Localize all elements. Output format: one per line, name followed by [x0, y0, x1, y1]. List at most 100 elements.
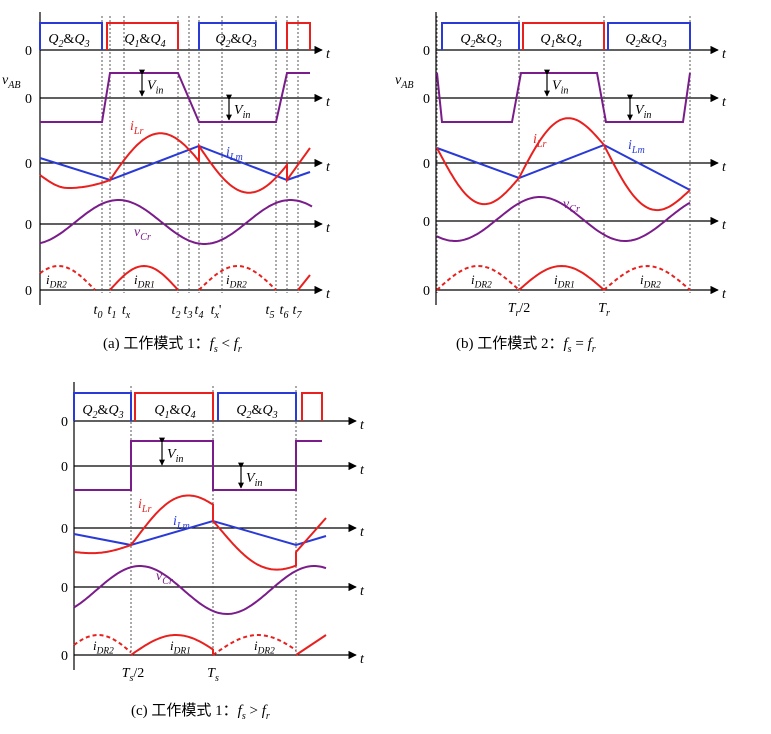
zero-label: 0	[25, 218, 32, 233]
gate-label-1: Q1&Q4	[154, 403, 195, 421]
t-label: t	[326, 221, 331, 236]
idr2-waveform-2	[212, 634, 297, 656]
panel-caption: (b) 工作模式 2：fs = fr	[456, 335, 596, 355]
zero-label: 0	[25, 284, 32, 299]
zero-label: 0	[61, 415, 68, 430]
time-label-3: t2	[172, 303, 181, 321]
time-label-1: Tr	[598, 301, 610, 319]
zero-label: 0	[423, 215, 430, 230]
panel-caption: (a) 工作模式 1：fs < fr	[103, 335, 242, 355]
zero-label: 0	[61, 581, 68, 596]
t-label: t	[360, 525, 365, 540]
t-label: t	[360, 463, 365, 478]
gate-pulse-2	[198, 22, 277, 50]
zero-label: 0	[61, 460, 68, 475]
ilr-label: iLr	[130, 119, 143, 137]
t-label: t	[360, 652, 365, 667]
zero-label: 0	[25, 92, 32, 107]
t-label: t	[326, 95, 331, 110]
idr1-waveform-1	[130, 634, 214, 656]
gate-label-1: Q1&Q4	[124, 32, 165, 50]
vcr-waveform	[436, 196, 691, 242]
vin-label-0: Vin	[552, 79, 568, 97]
idr1-label-1: iDR1	[554, 272, 575, 291]
ilr-label: iLr	[533, 132, 546, 150]
idr2-label-2: iDR2	[226, 272, 247, 291]
gate-pulse-1	[134, 392, 214, 421]
ilm-waveform	[436, 143, 691, 191]
ilr-waveform	[436, 117, 691, 212]
time-label-0: Tr/2	[508, 301, 531, 319]
idr1-waveform-3	[295, 634, 327, 656]
zero-label: 0	[423, 284, 430, 299]
gate-pulse-3	[286, 22, 311, 50]
time-label-2: tx	[122, 303, 131, 321]
gate-pulse-0	[441, 22, 520, 50]
ilm-label: iLm	[226, 145, 243, 163]
vcr-label: vCr	[563, 197, 580, 215]
ilr-waveform	[39, 132, 311, 194]
gate-pulse-0	[39, 22, 103, 50]
idr2-waveform-0	[436, 264, 520, 291]
time-label-1: Ts	[207, 666, 219, 684]
vin-label-1: Vin	[234, 103, 250, 121]
gate-label-2: Q2&Q3	[236, 403, 277, 421]
t-label: t	[360, 418, 365, 433]
idr2-label-2: iDR2	[254, 638, 275, 657]
gate-label-2: Q2&Q3	[625, 32, 666, 50]
vin-label-0: Vin	[167, 447, 183, 465]
ilm-label: iLm	[628, 138, 645, 156]
idr1-waveform-1	[518, 264, 605, 291]
time-label-8: t6	[280, 303, 289, 321]
vab-waveform	[74, 440, 322, 491]
gate-label-0: Q2&Q3	[48, 32, 89, 50]
idr1-label-1: iDR1	[170, 638, 191, 657]
zero-label: 0	[423, 157, 430, 172]
ilm-label: iLm	[173, 514, 190, 532]
time-label-5: t4	[195, 303, 204, 321]
t-label: t	[722, 47, 727, 62]
t-label: t	[326, 287, 331, 302]
idr2-label-0: iDR2	[93, 638, 114, 657]
t-label: t	[722, 160, 727, 175]
idr2-label-0: iDR2	[46, 272, 67, 291]
vcr-waveform	[39, 199, 313, 245]
idr2-waveform-2	[603, 264, 691, 291]
ilm-waveform	[73, 519, 327, 547]
time-label-4: t3	[184, 303, 193, 321]
zero-label: 0	[25, 44, 32, 59]
vin-label-1: Vin	[635, 103, 651, 121]
vab-label: vAB	[395, 73, 414, 91]
time-label-1: t1	[108, 303, 117, 321]
t-label: t	[722, 287, 727, 302]
idr2-label-0: iDR2	[471, 272, 492, 291]
time-label-6: tx'	[211, 303, 222, 321]
panel-caption: (c) 工作模式 1：fs > fr	[131, 702, 270, 722]
idr2-waveform-2	[198, 264, 277, 291]
vcr-label: vCr	[156, 569, 173, 587]
idr1-label-1: iDR1	[134, 272, 155, 291]
gate-label-0: Q2&Q3	[82, 403, 123, 421]
time-label-0: t0	[94, 303, 103, 321]
gate-label-0: Q2&Q3	[460, 32, 501, 50]
zero-label: 0	[61, 649, 68, 664]
idr2-waveform-0	[73, 634, 132, 654]
idr1-waveform-3	[297, 274, 311, 291]
vin-label-0: Vin	[147, 79, 163, 97]
gate-pulse-1	[106, 22, 179, 50]
t-label: t	[360, 584, 365, 599]
vab-label: vAB	[2, 73, 21, 91]
gate-pulse-1	[522, 22, 605, 50]
panel-b-mode2-fs-equal-fr: t 0 t 0 t 0 t 0 t 0 Q2&Q3 Q1&Q4 Q2&Q3 vAB Vin Vin iLr iLm…	[395, 12, 727, 355]
zero-label: 0	[25, 157, 32, 172]
gate-pulse-2	[217, 392, 297, 421]
vab-waveform	[40, 72, 310, 123]
zero-label: 0	[423, 92, 430, 107]
vab-waveform	[436, 72, 691, 123]
gate-pulse-0	[73, 392, 132, 421]
vin-label-1: Vin	[246, 471, 262, 489]
time-label-0: Ts/2	[122, 666, 145, 684]
ilr-label: iLr	[138, 497, 151, 515]
